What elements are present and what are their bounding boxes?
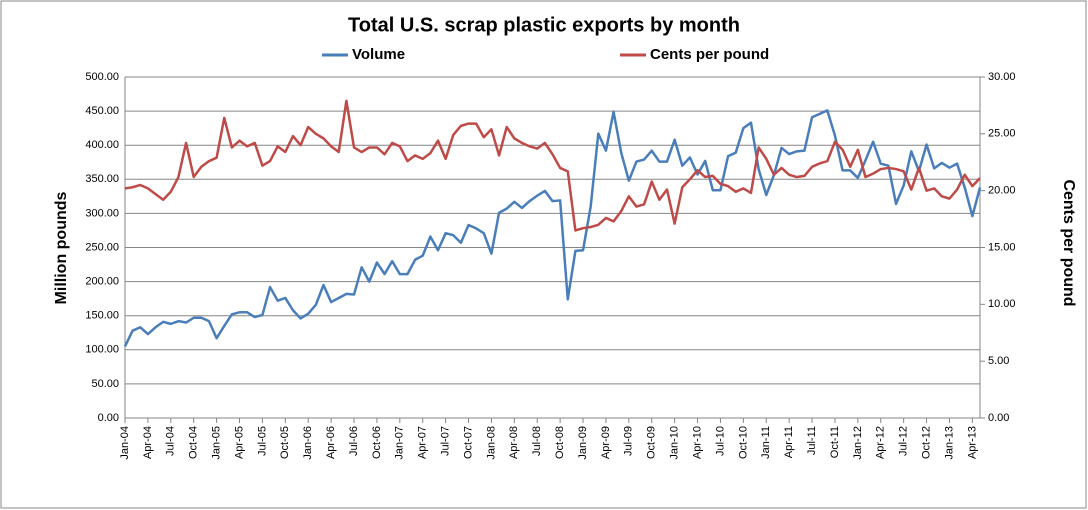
x-tick-label: Apr-09 bbox=[600, 426, 612, 459]
x-tick-label: Jul-08 bbox=[531, 426, 543, 456]
y-tick-label: 50.00 bbox=[91, 378, 119, 390]
x-tick-label: Apr-11 bbox=[783, 426, 795, 458]
x-tick-label: Jan-13 bbox=[943, 426, 955, 460]
y-tick-label: 100.00 bbox=[85, 344, 119, 356]
x-tick-label: Jul-11 bbox=[806, 426, 818, 455]
y-tick-label: 500.00 bbox=[85, 71, 119, 83]
x-tick-label: Apr-08 bbox=[508, 426, 520, 459]
x-tick-label: Oct-05 bbox=[279, 426, 291, 459]
y-tick-label: 0.00 bbox=[98, 412, 119, 424]
y-tick-label: 450.00 bbox=[85, 105, 119, 117]
y2-tick-label: 15.00 bbox=[988, 241, 1016, 253]
y-tick-label: 200.00 bbox=[85, 276, 119, 288]
x-tick-label: Oct-10 bbox=[737, 426, 749, 459]
x-tick-label: Jul-09 bbox=[623, 426, 635, 456]
x-tick-label: Apr-13 bbox=[966, 426, 978, 459]
y2-tick-label: 30.00 bbox=[988, 71, 1016, 83]
x-tick-label: Oct-04 bbox=[188, 426, 200, 459]
series-line bbox=[124, 99, 981, 232]
x-tick-label: Jul-10 bbox=[714, 426, 726, 456]
x-tick-label: Apr-06 bbox=[325, 426, 337, 459]
x-tick-label: Apr-05 bbox=[233, 426, 245, 459]
y2-tick-label: 20.00 bbox=[988, 185, 1016, 197]
x-tick-label: Apr-12 bbox=[875, 426, 887, 459]
series-line bbox=[123, 109, 982, 347]
x-tick-label: Jul-05 bbox=[256, 426, 268, 456]
y2-tick-label: 0.00 bbox=[988, 412, 1009, 424]
x-tick-label: Jan-04 bbox=[119, 426, 131, 460]
x-tick-label: Jul-04 bbox=[165, 426, 177, 456]
x-tick-label: Jan-12 bbox=[852, 426, 864, 460]
legend-label: Volume bbox=[352, 46, 405, 63]
x-tick-label: Oct-11 bbox=[829, 426, 841, 458]
chart-title: Total U.S. scrap plastic exports by mont… bbox=[348, 14, 740, 36]
y-tick-label: 300.00 bbox=[85, 207, 119, 219]
x-tick-label: Oct-09 bbox=[646, 426, 658, 459]
y-tick-label: 250.00 bbox=[85, 241, 119, 253]
y-tick-label: 350.00 bbox=[85, 173, 119, 185]
legend-label: Cents per pound bbox=[650, 46, 769, 63]
x-tick-label: Jan-09 bbox=[577, 426, 589, 460]
x-tick-label: Apr-07 bbox=[417, 426, 429, 459]
x-tick-label: Jul-12 bbox=[898, 426, 910, 456]
x-tick-label: Jul-07 bbox=[440, 426, 452, 456]
y-axis-title: Million pounds bbox=[53, 191, 70, 304]
y-tick-label: 400.00 bbox=[85, 139, 119, 151]
x-tick-label: Jan-11 bbox=[760, 426, 772, 459]
x-tick-label: Jan-07 bbox=[394, 426, 406, 460]
x-tick-label: Jan-08 bbox=[485, 426, 497, 460]
x-tick-label: Apr-04 bbox=[142, 426, 154, 459]
x-tick-label: Jan-05 bbox=[211, 426, 223, 460]
x-tick-label: Oct-07 bbox=[462, 426, 474, 459]
x-tick-label: Apr-10 bbox=[691, 426, 703, 459]
x-tick-label: Oct-12 bbox=[920, 426, 932, 459]
y2-tick-label: 5.00 bbox=[988, 355, 1009, 367]
x-tick-label: Jan-10 bbox=[669, 426, 681, 460]
x-tick-label: Oct-06 bbox=[371, 426, 383, 459]
y-tick-label: 150.00 bbox=[85, 310, 119, 322]
x-tick-label: Jul-06 bbox=[348, 426, 360, 456]
y2-axis-title: Cents per pound bbox=[1060, 179, 1077, 306]
x-tick-label: Jan-06 bbox=[302, 426, 314, 460]
y2-tick-label: 25.00 bbox=[988, 128, 1016, 140]
y2-tick-label: 10.00 bbox=[988, 298, 1016, 310]
x-tick-label: Oct-08 bbox=[554, 426, 566, 459]
